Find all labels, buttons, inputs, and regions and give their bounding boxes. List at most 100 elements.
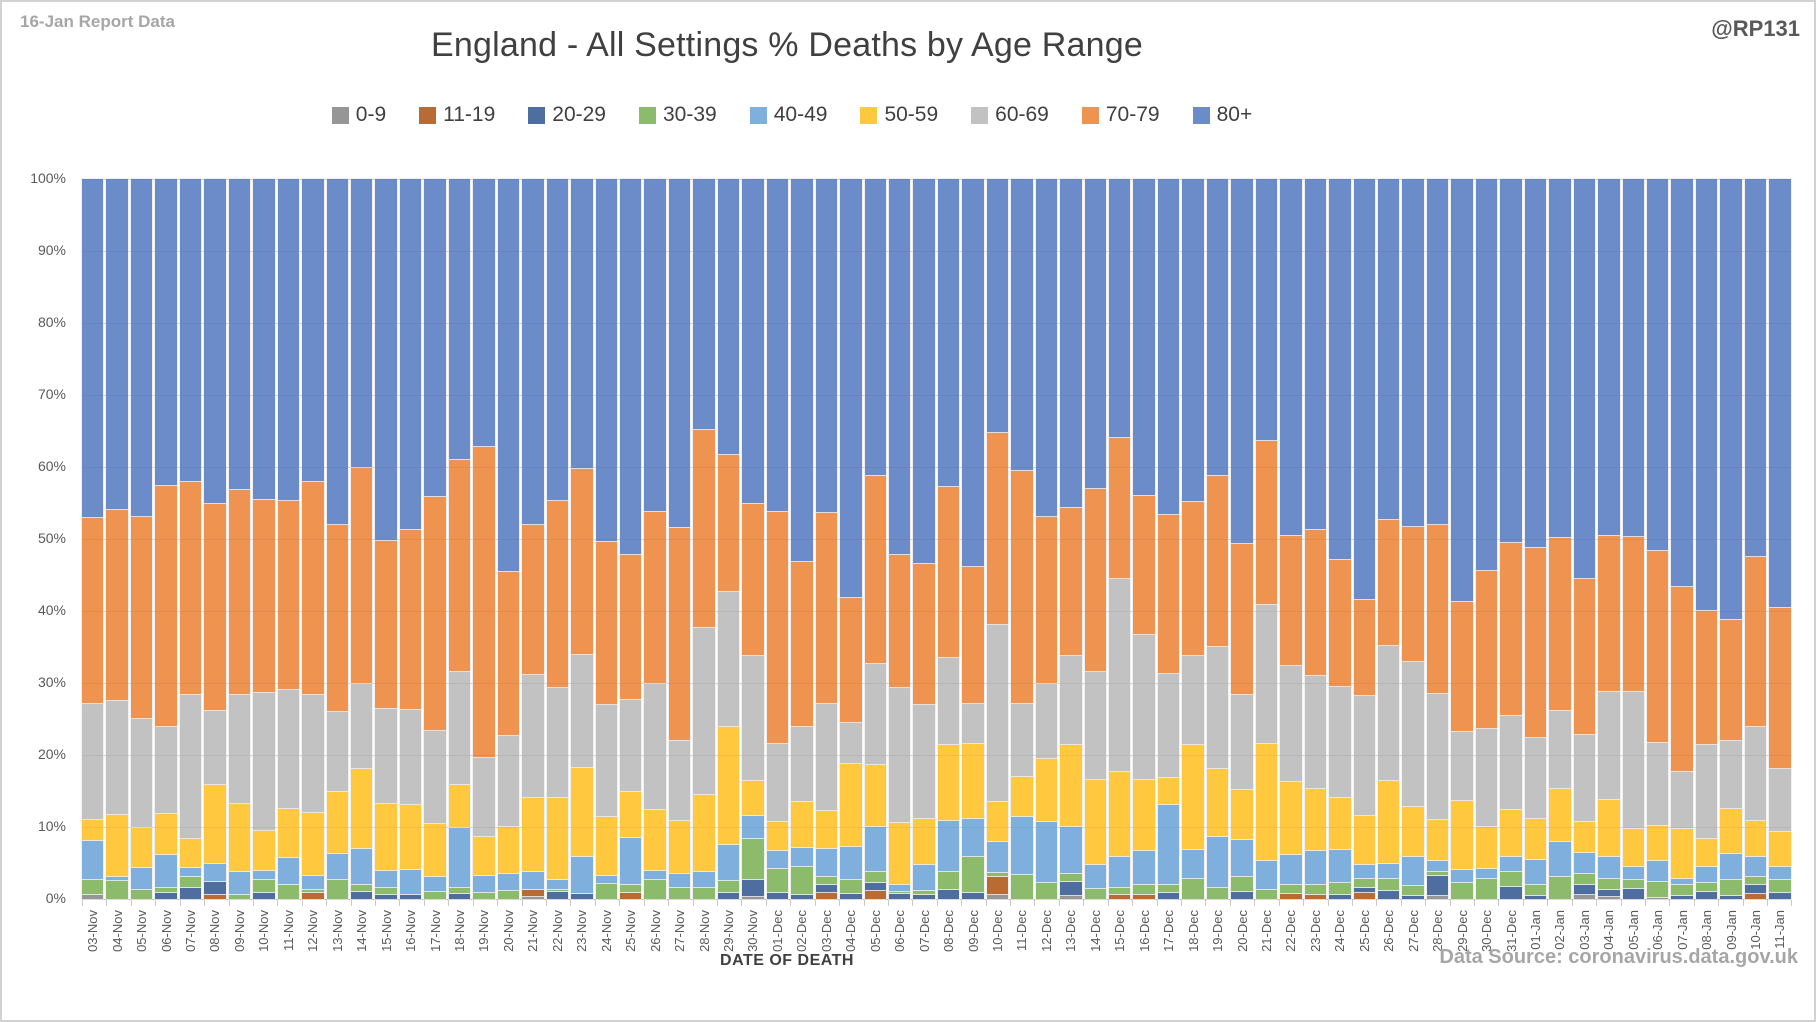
bar-segment — [619, 699, 642, 793]
bar-segment — [301, 891, 325, 900]
x-axis-tick — [1010, 900, 1034, 906]
x-axis-tick — [228, 900, 253, 906]
stacked-bar — [1328, 178, 1352, 900]
x-axis-line — [82, 899, 1791, 900]
stacked-bar — [105, 178, 129, 900]
bar-segment — [1499, 178, 1523, 544]
bar-segment — [937, 820, 960, 873]
bar-segment — [1108, 894, 1131, 900]
bar-segment — [961, 818, 985, 858]
bar-segment — [668, 527, 691, 742]
bar-segment — [326, 853, 349, 881]
bar-segment — [1426, 819, 1449, 862]
bar-segment — [1475, 728, 1498, 828]
bar-segment — [105, 814, 129, 878]
bar-segment — [643, 511, 667, 685]
legend-label: 0-9 — [355, 103, 387, 126]
x-axis-date-label: 07-Dec — [916, 910, 932, 952]
stacked-bar — [766, 178, 789, 900]
x-axis-tick — [399, 900, 423, 906]
stacked-bar — [1524, 178, 1547, 900]
bar-segment — [105, 880, 129, 900]
bar-segment — [668, 873, 691, 889]
bar-segment — [790, 726, 814, 803]
bar-segment — [1353, 864, 1376, 880]
stacked-bar — [961, 178, 985, 900]
bar-segment — [1450, 178, 1474, 603]
bar-segment — [1132, 178, 1156, 497]
x-axis-date-label: 03-Dec — [818, 910, 834, 952]
bar-segment — [741, 655, 765, 782]
bar-segment — [595, 816, 618, 877]
bar-segment — [570, 654, 594, 769]
bar-segment — [570, 178, 594, 470]
stacked-bar — [986, 178, 1009, 900]
bar-segment — [1622, 828, 1645, 868]
bar-segment — [179, 876, 202, 889]
bar-segment — [888, 822, 911, 886]
bar-segment — [1524, 818, 1547, 861]
stacked-bar — [1255, 178, 1278, 900]
bar-segment — [1524, 895, 1547, 900]
stacked-bar — [521, 178, 545, 900]
x-axis-tick — [1278, 900, 1303, 906]
bar-segment — [595, 178, 618, 543]
bar-segment — [961, 566, 985, 705]
bar-segment — [1279, 535, 1303, 667]
stacked-bar — [472, 178, 496, 900]
x-axis-tick — [472, 900, 497, 906]
bar-segment — [766, 891, 789, 900]
bar-segment — [350, 467, 373, 685]
bar-segment — [1181, 501, 1205, 657]
stacked-bar — [790, 178, 814, 900]
x-axis-tick — [1522, 900, 1547, 906]
bar-segment — [1353, 886, 1376, 894]
stacked-bar — [1768, 178, 1792, 900]
bar-segment — [472, 892, 496, 900]
bar-segment — [448, 887, 471, 895]
bar-segment — [692, 429, 716, 629]
bar-segment — [1597, 878, 1621, 891]
bar-segment — [1377, 863, 1400, 880]
bar-segment — [277, 689, 300, 810]
bar-segment — [1768, 866, 1792, 881]
bar-segment — [399, 804, 422, 871]
stacked-bar — [130, 178, 153, 900]
bar-segment — [1059, 826, 1083, 875]
bar-segment — [1157, 514, 1180, 675]
bar-segment — [1377, 890, 1400, 900]
bar-segment — [815, 848, 838, 878]
stacked-bar — [1035, 178, 1058, 900]
x-axis-tick — [497, 900, 521, 906]
legend-swatch-icon — [419, 106, 437, 124]
bar-segment — [546, 879, 569, 891]
bar-segment — [1597, 178, 1621, 537]
bar-segment — [497, 178, 520, 573]
y-axis-tick-label: 60% — [37, 458, 66, 474]
bar-segment — [595, 541, 618, 706]
bar-segment — [619, 837, 642, 886]
bar-segment — [1132, 634, 1156, 781]
bar-segment — [1230, 789, 1254, 841]
x-axis-tick — [1718, 900, 1742, 906]
bar-segment — [472, 446, 496, 759]
x-axis-tick — [1547, 900, 1571, 906]
x-axis-date-label: 19-Dec — [1210, 910, 1226, 952]
bar-segment — [1353, 695, 1376, 817]
bar-segment — [790, 178, 814, 563]
bar-segment — [863, 871, 887, 884]
bar-segment — [1450, 731, 1474, 802]
bar-segment — [766, 868, 789, 894]
stacked-bar — [1622, 178, 1645, 900]
bar-segment — [1548, 537, 1572, 712]
x-axis-date-label: 17-Dec — [1161, 910, 1177, 952]
legend-item: 60-69 — [971, 103, 1049, 127]
stacked-bar — [423, 178, 447, 900]
bar-segment — [1084, 888, 1107, 900]
x-axis-date-label: 05-Dec — [867, 910, 883, 952]
bar-segment — [326, 791, 349, 855]
bar-segment — [448, 459, 471, 673]
x-axis-date-label: 04-Jan — [1601, 910, 1617, 950]
bar-segment — [497, 873, 520, 892]
bar-segment — [1377, 519, 1400, 647]
